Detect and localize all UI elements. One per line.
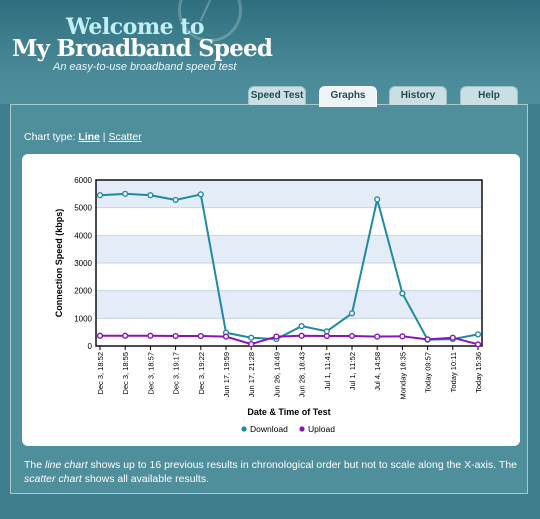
y-tick-label: 4000 xyxy=(74,231,92,240)
x-tick-label: Jul 4, 14:58 xyxy=(373,352,382,391)
x-tick-label: Jun 28, 18:43 xyxy=(298,352,307,397)
tab-help[interactable]: Help xyxy=(460,86,518,105)
x-tick-label: Today 09:57 xyxy=(424,352,433,393)
tab-graphs[interactable]: Graphs xyxy=(319,86,377,107)
download-point xyxy=(374,196,381,203)
upload-point xyxy=(323,332,330,340)
download-legend-marker xyxy=(241,426,247,432)
x-axis-label: Date & Time of Test xyxy=(247,407,330,417)
x-tick-label: Today 15:36 xyxy=(474,352,483,393)
download-series-line xyxy=(99,192,479,341)
download-point xyxy=(122,190,129,197)
x-tick-label: Jun 17, 21:28 xyxy=(247,352,256,397)
download-legend-label: Download xyxy=(250,424,288,434)
site-title-welcome: Welcome to xyxy=(66,14,205,40)
upload-point xyxy=(273,333,280,340)
x-tick-label: Dec 3, 18:55 xyxy=(121,352,130,395)
upload-point xyxy=(122,332,129,339)
x-tick-label: Today 10:11 xyxy=(449,352,458,392)
download-point xyxy=(197,191,204,198)
y-tick-label: 1000 xyxy=(74,314,92,323)
upload-point xyxy=(449,334,456,341)
description-scatter-chart: scatter chart xyxy=(24,473,82,485)
x-tick-label: Dec 3, 18:52 xyxy=(96,352,105,395)
y-axis-label: Connection Speed (kbps) xyxy=(54,209,64,318)
tab-history[interactable]: History xyxy=(389,86,447,105)
upload-point xyxy=(147,332,154,339)
upload-point xyxy=(474,341,482,348)
chart-type-selector: Chart type: Line | Scatter xyxy=(24,131,142,143)
grid-band xyxy=(96,235,482,263)
x-tick-label: Dec 3, 19:22 xyxy=(197,352,206,395)
grid-band xyxy=(96,180,482,208)
x-tick-label: Dec 3, 19:17 xyxy=(172,352,181,395)
y-tick-label: 2000 xyxy=(74,287,92,296)
upload-point xyxy=(222,333,230,340)
chart-type-separator: | xyxy=(102,131,106,143)
upload-point xyxy=(197,332,204,340)
download-point xyxy=(96,192,104,199)
upload-point xyxy=(374,333,381,340)
upload-point xyxy=(248,340,255,348)
download-point xyxy=(474,331,482,338)
upload-point xyxy=(298,332,305,339)
upload-legend-marker xyxy=(299,426,305,432)
upload-series-line xyxy=(100,334,479,346)
description-part3: shows all available results. xyxy=(81,473,210,485)
upload-point xyxy=(348,332,356,340)
download-point xyxy=(248,334,255,341)
description-part2: shows up to 16 previous results in chron… xyxy=(87,459,518,471)
x-tick-label: Jul 1, 11:41 xyxy=(323,352,332,390)
x-tick-label: Jun 26, 14:49 xyxy=(272,352,281,397)
tab-speed-test[interactable]: Speed Test xyxy=(248,86,306,105)
download-point xyxy=(298,322,305,330)
upload-point xyxy=(96,332,104,339)
download-point xyxy=(348,310,356,317)
x-tick-label: Monday 18:35 xyxy=(398,352,407,400)
chart-description: The line chart shows up to 16 previous r… xyxy=(24,458,524,486)
tab-bar: Speed Test Graphs History Help xyxy=(0,86,540,107)
x-tick-label: Dec 3, 18:57 xyxy=(146,352,155,395)
chart-container: 0 1000 2000 3000 4000 5000 6000 Connection Spee… xyxy=(22,154,520,446)
description-line-chart: line chart xyxy=(45,459,88,471)
upload-point xyxy=(172,332,179,340)
plot-frame xyxy=(95,179,483,347)
upload-legend-label: Upload xyxy=(308,424,335,434)
y-tick-label: 3000 xyxy=(74,259,92,268)
x-tick-label: Jul 1, 11:52 xyxy=(348,352,357,390)
chart-type-label: Chart type: xyxy=(24,131,76,143)
y-tick-label: 0 xyxy=(88,342,93,351)
y-tick-label: 6000 xyxy=(74,176,92,185)
upload-point xyxy=(424,336,431,343)
download-point xyxy=(172,196,179,204)
chart-type-line-link[interactable]: Line xyxy=(78,131,100,143)
upload-point xyxy=(399,333,406,340)
site-tagline: An easy-to-use broadband speed test xyxy=(53,61,237,73)
chart-type-scatter-link[interactable]: Scatter xyxy=(108,131,142,143)
site-title: My Broadband Speed xyxy=(12,35,273,62)
download-point xyxy=(147,192,154,199)
download-point xyxy=(399,290,406,297)
y-tick-label: 5000 xyxy=(74,204,92,213)
x-tick-label: Jun 17, 19:59 xyxy=(222,352,231,397)
description-part1: The xyxy=(24,459,46,471)
grid-band xyxy=(96,290,482,319)
speed-line-chart: 0 1000 2000 3000 4000 5000 6000 Connection Spee… xyxy=(54,176,483,434)
